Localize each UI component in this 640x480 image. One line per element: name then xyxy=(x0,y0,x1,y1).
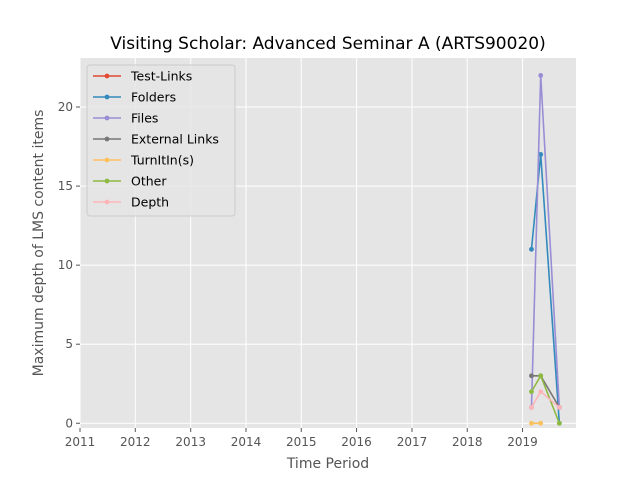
x-tick-label: 2013 xyxy=(175,435,206,449)
data-point xyxy=(538,72,544,78)
data-point xyxy=(538,152,544,157)
data-point xyxy=(538,420,544,426)
data-point xyxy=(529,246,534,252)
y-tick-label: 0 xyxy=(65,416,73,430)
legend-item: Files xyxy=(93,111,158,126)
legend-item: Test-Links xyxy=(93,69,192,84)
legend-item: Other xyxy=(93,174,167,189)
y-tick-label: 15 xyxy=(58,179,73,193)
legend-label: Test-Links xyxy=(130,69,192,84)
x-tick-label: 2011 xyxy=(65,435,96,449)
legend-marker xyxy=(104,199,110,205)
y-axis-label: Maximum depth of LMS content items xyxy=(31,110,47,377)
y-tick-label: 10 xyxy=(58,258,73,272)
legend-label: Depth xyxy=(131,195,169,210)
legend: Test-Links Folders Files External Links Turn… xyxy=(86,64,236,217)
data-point xyxy=(529,405,534,410)
x-axis-label: Time Period xyxy=(286,456,369,472)
legend-item: Folders xyxy=(93,90,176,105)
series-layer xyxy=(529,72,562,426)
y-tick-label: 5 xyxy=(65,337,73,351)
legend-marker xyxy=(104,94,110,100)
x-tick-label: 2012 xyxy=(120,435,151,449)
legend-label: Files xyxy=(131,111,158,126)
x-tick-label: 2015 xyxy=(286,435,317,449)
legend-item: External Links xyxy=(93,132,219,147)
legend-marker xyxy=(104,115,110,121)
legend-marker xyxy=(104,157,110,163)
x-tick-label: 2017 xyxy=(397,435,428,449)
data-point xyxy=(556,420,562,426)
legend-label: Other xyxy=(131,174,167,189)
data-point xyxy=(538,389,544,395)
x-tick-label: 2014 xyxy=(231,435,262,449)
series-4 xyxy=(529,420,544,426)
legend-label: External Links xyxy=(131,132,219,147)
x-axis-ticks: 2011 2012 2013 2014 2015 2016 2017 2018 2019 xyxy=(65,428,538,449)
series-6 xyxy=(529,389,562,410)
x-tick-label: 2018 xyxy=(452,435,483,449)
data-point xyxy=(529,373,534,379)
legend-label: Folders xyxy=(131,90,176,105)
legend-marker xyxy=(104,73,110,79)
x-tick-label: 2019 xyxy=(507,435,538,449)
series-5 xyxy=(529,373,562,426)
legend-label: TurnItIn(s) xyxy=(130,153,194,168)
data-point xyxy=(556,405,562,410)
y-tick-label: 20 xyxy=(58,100,73,114)
y-axis-ticks: 0 5 10 15 20 xyxy=(58,100,80,430)
legend-marker xyxy=(104,178,110,184)
legend-marker xyxy=(104,136,110,142)
data-point xyxy=(529,389,534,395)
chart-title: Visiting Scholar: Advanced Seminar A (AR… xyxy=(110,34,545,54)
legend-item: Depth xyxy=(93,195,169,210)
legend-item: TurnItIn(s) xyxy=(93,153,194,168)
x-tick-label: 2016 xyxy=(341,435,372,449)
data-point xyxy=(538,373,544,379)
data-point xyxy=(529,420,534,426)
legend-box xyxy=(86,64,236,217)
